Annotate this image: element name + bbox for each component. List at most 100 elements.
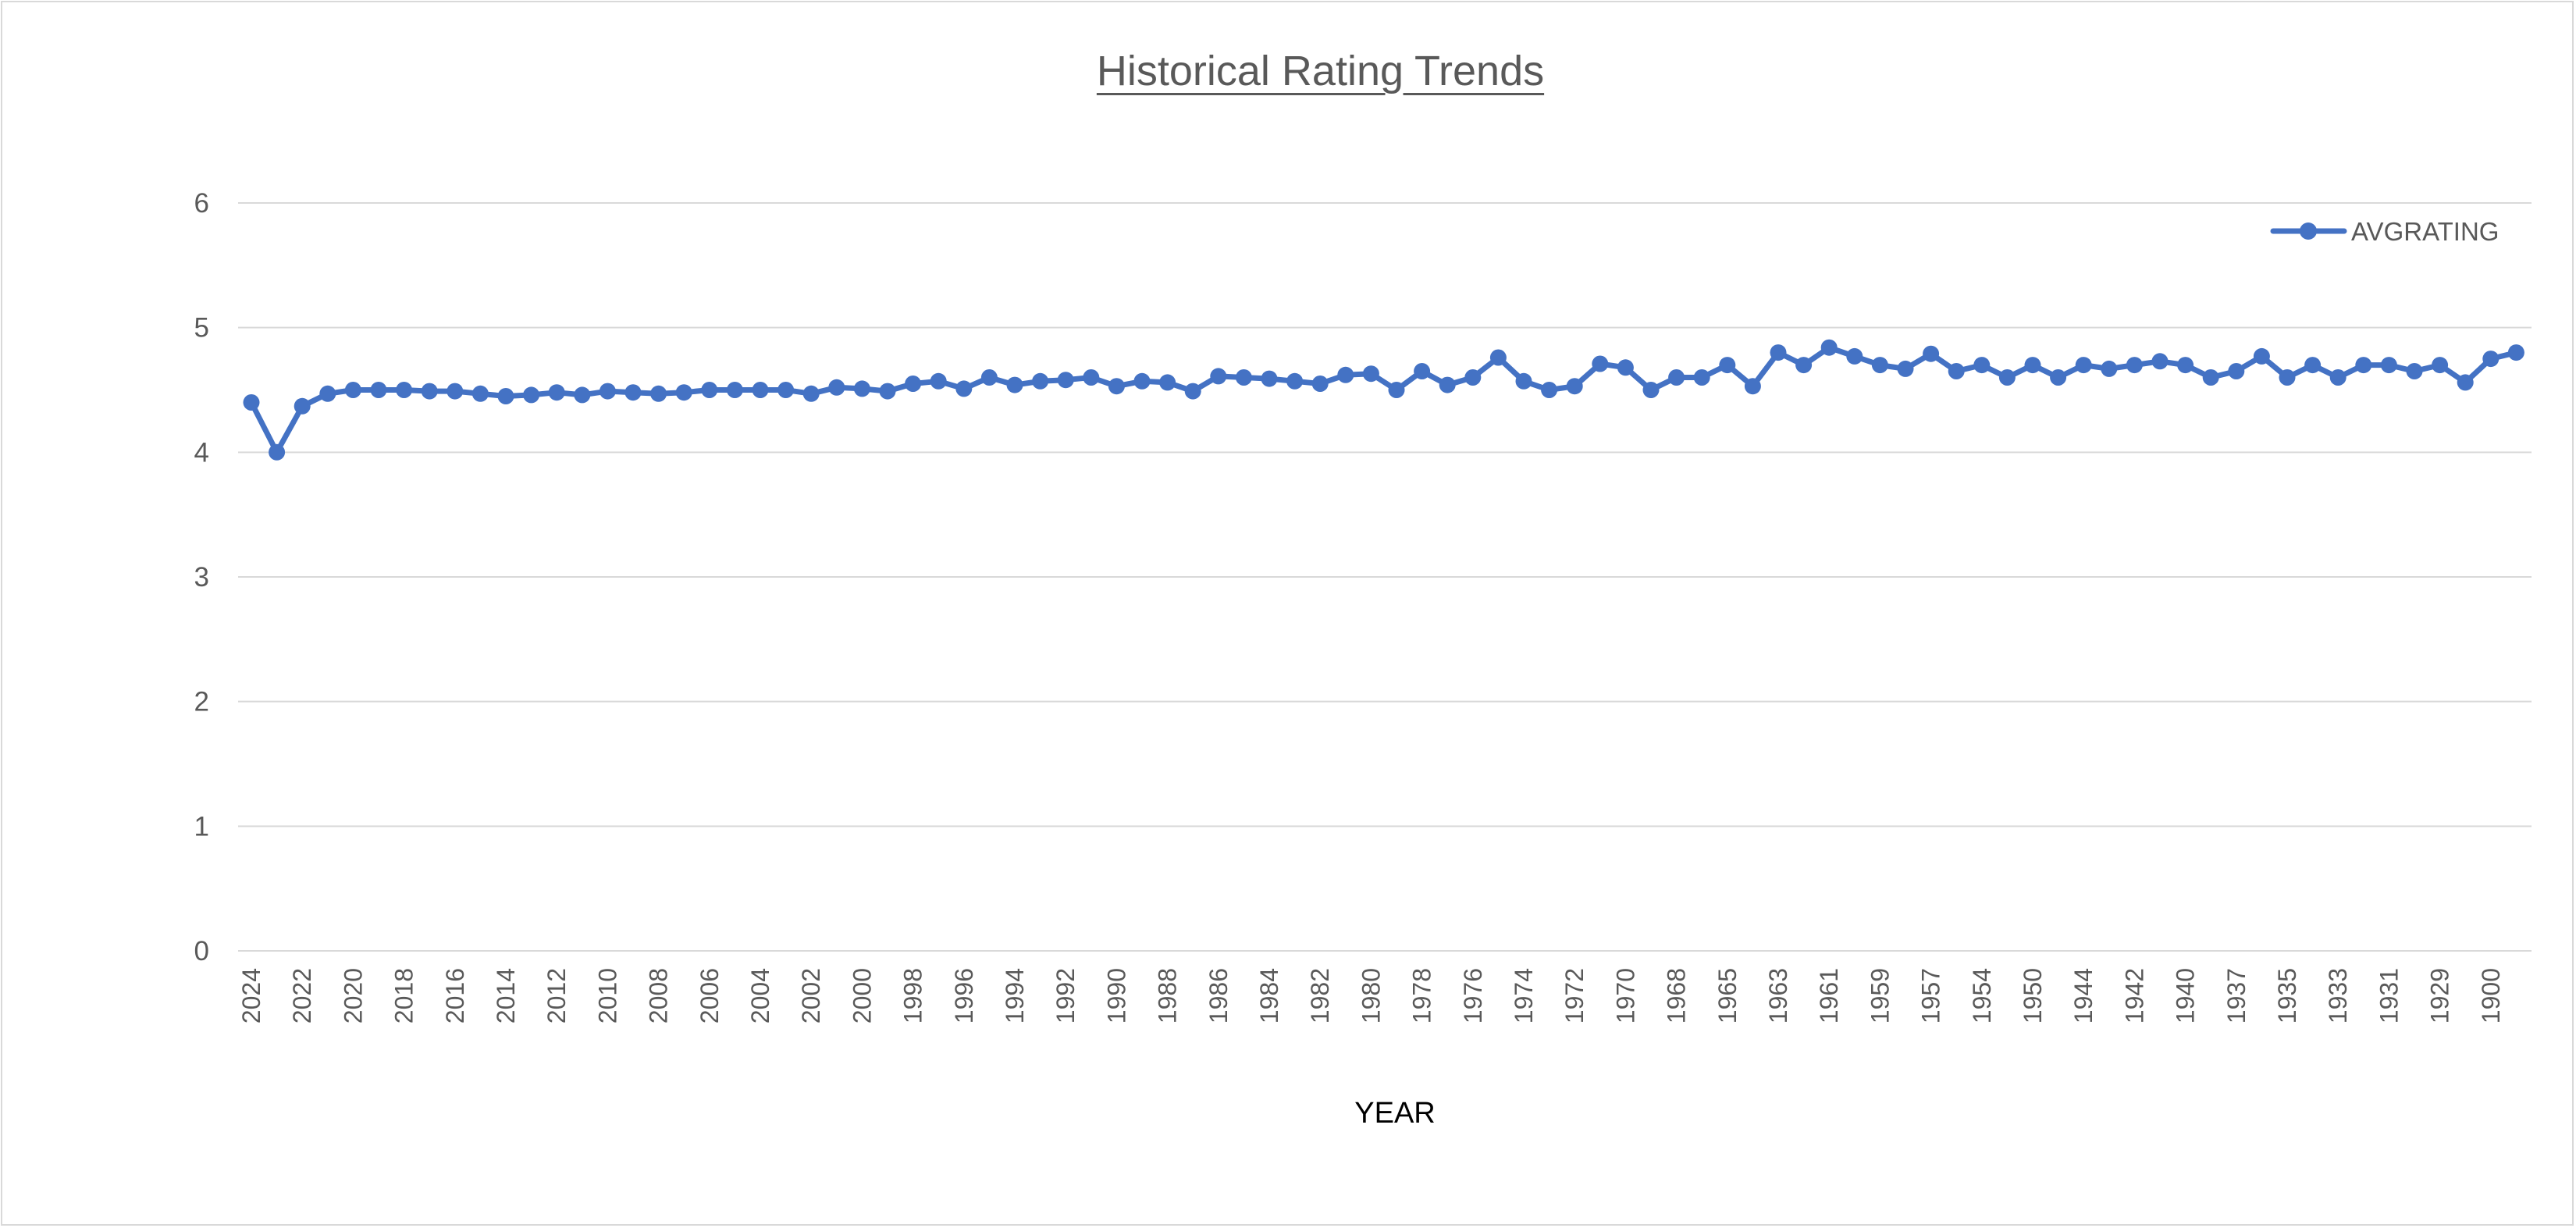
data-point [548,384,565,401]
x-tick-label: 1998 [899,968,927,1023]
data-point [828,379,845,396]
data-point [726,382,743,398]
x-tick-label: 1959 [1866,968,1894,1023]
data-point [1923,345,1940,362]
x-tick-label: 1986 [1204,968,1233,1023]
data-point [269,443,286,461]
data-point [2126,357,2143,374]
data-point [980,369,998,386]
x-tick-label: 2014 [492,968,520,1023]
data-point [930,372,947,390]
x-tick-label: 1931 [2375,968,2403,1023]
x-tick-label: 1957 [1917,968,1945,1023]
data-point [1414,363,1431,379]
data-point [1948,363,1965,379]
data-point [1820,339,1838,356]
data-point [1617,359,1634,376]
x-tick-label: 1996 [950,968,978,1023]
data-point [1083,369,1100,386]
x-tick-label: 2002 [797,968,825,1023]
x-tick-label: 2020 [339,968,367,1023]
data-point [1464,369,1482,386]
data-point [319,385,336,402]
data-point [447,383,464,400]
data-point [497,388,514,404]
data-point [2432,357,2449,374]
x-tick-label: 1942 [2120,968,2148,1023]
data-point [2380,357,2397,374]
data-point [2507,344,2524,361]
data-point [1973,357,1991,374]
x-tick-label: 1940 [2172,968,2200,1023]
x-tick-label: 1900 [2477,968,2505,1023]
x-tick-label: 1950 [2019,968,2047,1023]
data-point [2457,374,2474,391]
x-tick-label: 2004 [746,968,774,1023]
x-tick-label: 2022 [288,968,316,1023]
data-point [1744,378,1761,395]
data-point [650,385,667,402]
data-point [1261,370,1278,387]
x-tick-label: 1974 [1510,968,1538,1023]
x-tick-label: 1954 [1968,968,1996,1023]
x-tick-label: 2000 [848,968,876,1023]
data-point [2279,369,2296,386]
x-tick-label: 1935 [2273,968,2301,1023]
data-point [1362,365,1379,383]
y-tick-label: 4 [194,437,209,468]
data-point [1795,357,1813,374]
y-axis-ticks: 0 1 2 3 4 5 6 [194,188,209,966]
y-tick-label: 3 [194,562,209,593]
x-tick-label: 1965 [1713,968,1742,1023]
data-point [370,382,387,398]
data-point [2177,357,2194,374]
series-line-avgrating [248,344,2519,455]
data-point [675,384,692,401]
data-point [1184,383,1201,400]
x-tick-label: 2008 [645,968,673,1023]
data-point [853,380,870,397]
x-tick-label: 1970 [1611,968,1639,1023]
data-point [599,383,616,400]
x-tick-label: 1978 [1408,968,1436,1023]
x-tick-label: 1972 [1560,968,1589,1023]
data-point [243,394,260,411]
data-point [1515,372,1532,390]
data-point [1286,372,1304,390]
x-axis-title: YEAR [1354,1097,1435,1130]
x-tick-label: 1984 [1255,968,1283,1023]
data-point [1489,349,1507,366]
legend-marker [2300,222,2317,240]
series-avgrating [243,339,2524,461]
data-point [1159,374,1176,391]
x-tick-label: 1976 [1459,968,1487,1023]
data-point [1693,369,1710,386]
data-point [1032,372,1049,390]
legend: AVGRATING [2270,217,2499,246]
chart-title: Historical Rating Trends [1096,48,1545,94]
data-point [471,385,489,402]
data-point [1057,372,1074,389]
x-tick-label: 1982 [1306,968,1334,1023]
x-tick-label: 1937 [2222,968,2250,1023]
x-tick-label: 2012 [543,968,571,1023]
data-point [1871,357,1888,374]
data-point [905,376,922,392]
data-point [879,383,896,400]
data-point [1388,382,1405,398]
data-point [1311,376,1329,392]
y-tick-label: 0 [194,936,209,966]
data-point [294,397,311,415]
data-point [1770,344,1787,361]
data-point [2101,360,2118,377]
data-point [1337,366,1354,383]
data-point [1719,357,1736,374]
data-point [955,380,973,397]
data-point [2151,353,2169,370]
data-point [1592,355,1609,372]
data-point [701,382,718,398]
data-point [1642,382,1660,398]
data-point [2304,357,2322,374]
